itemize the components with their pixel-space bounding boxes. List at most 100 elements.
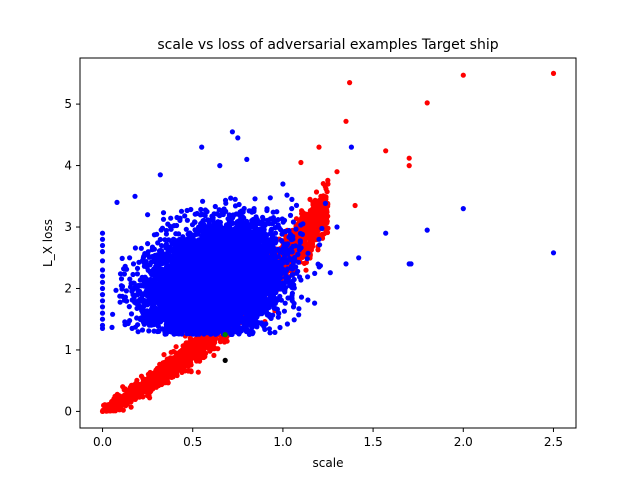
blue-point: [130, 271, 136, 278]
red-point: [136, 381, 142, 388]
red-point: [215, 346, 221, 352]
red-point: [144, 383, 151, 389]
red-point: [347, 80, 353, 86]
blue-point: [278, 237, 284, 243]
red-point: [460, 72, 466, 78]
red-point: [383, 148, 389, 154]
red-point: [198, 344, 204, 351]
red-point: [323, 213, 330, 220]
blue-point: [267, 195, 273, 201]
red-point: [174, 372, 180, 379]
red-point: [120, 407, 126, 413]
blue-point: [289, 206, 295, 212]
blue-point: [127, 276, 133, 282]
red-point: [309, 244, 316, 250]
red-point: [305, 230, 311, 236]
red-point: [149, 372, 155, 378]
red-point: [166, 365, 172, 371]
red-point: [99, 408, 106, 414]
red-point: [550, 70, 557, 76]
red-point: [318, 221, 324, 227]
blue-point: [132, 324, 138, 330]
red-point: [316, 144, 322, 150]
red-point: [140, 376, 146, 382]
red-point: [313, 189, 320, 195]
blue-point: [119, 255, 125, 261]
red-point: [162, 371, 168, 378]
red-point: [308, 225, 315, 231]
red-point: [174, 355, 181, 361]
blue-point: [134, 265, 141, 271]
red-point: [161, 366, 167, 372]
red-point: [303, 267, 309, 273]
red-point: [205, 342, 211, 348]
red-point: [334, 169, 340, 175]
red-point: [168, 349, 174, 355]
red-point: [221, 339, 228, 345]
blue-point: [252, 196, 258, 202]
red-point: [109, 401, 115, 408]
red-point: [111, 396, 117, 402]
data-points: [99, 70, 557, 414]
red-point: [161, 352, 167, 358]
red-point: [313, 215, 319, 221]
red-point: [181, 354, 187, 360]
red-point: [406, 163, 412, 169]
blue-point: [322, 200, 328, 206]
red-point: [154, 377, 161, 383]
blue-point: [304, 256, 310, 262]
chart-title: scale vs loss of adversarial examples Ta…: [157, 37, 498, 53]
red-point: [323, 209, 329, 215]
red-point: [324, 189, 330, 195]
red-point: [148, 376, 154, 382]
red-point: [169, 374, 175, 380]
red-point: [197, 358, 203, 364]
red-point: [188, 368, 194, 374]
red-point: [406, 155, 412, 161]
red-point: [164, 359, 170, 365]
red-point: [184, 348, 190, 354]
red-point: [135, 389, 141, 395]
red-point: [310, 206, 316, 212]
red-point: [298, 159, 304, 166]
red-point: [212, 340, 218, 346]
blue-point: [291, 317, 297, 323]
red-point: [202, 354, 208, 360]
red-point: [114, 391, 120, 397]
blue-point: [113, 287, 119, 293]
red-point: [293, 216, 300, 222]
red-point: [304, 213, 311, 219]
red-point: [307, 196, 313, 202]
red-point: [172, 365, 178, 371]
red-point: [173, 344, 179, 350]
red-point: [177, 349, 183, 355]
red-point: [150, 386, 156, 392]
red-point: [325, 181, 331, 187]
red-point: [319, 231, 325, 237]
red-point: [323, 194, 329, 200]
red-point: [185, 354, 192, 360]
red-point: [123, 398, 129, 404]
red-point: [343, 118, 349, 124]
red-point: [324, 228, 330, 234]
red-point: [191, 337, 197, 343]
red-point: [318, 193, 324, 199]
blue-point: [151, 246, 157, 252]
red-point: [197, 338, 203, 344]
red-point: [195, 369, 201, 375]
red-point: [300, 210, 306, 216]
red-point: [308, 235, 314, 241]
red-point: [352, 202, 358, 209]
red-point: [303, 244, 309, 250]
red-point: [156, 368, 162, 374]
red-point: [424, 100, 430, 106]
red-point: [209, 346, 215, 352]
red-point: [197, 349, 203, 355]
red-point: [159, 381, 165, 388]
red-point: [127, 392, 133, 399]
red-point: [211, 352, 217, 358]
red-point: [301, 260, 307, 266]
blue-point: [109, 324, 115, 330]
red-point: [128, 404, 134, 410]
